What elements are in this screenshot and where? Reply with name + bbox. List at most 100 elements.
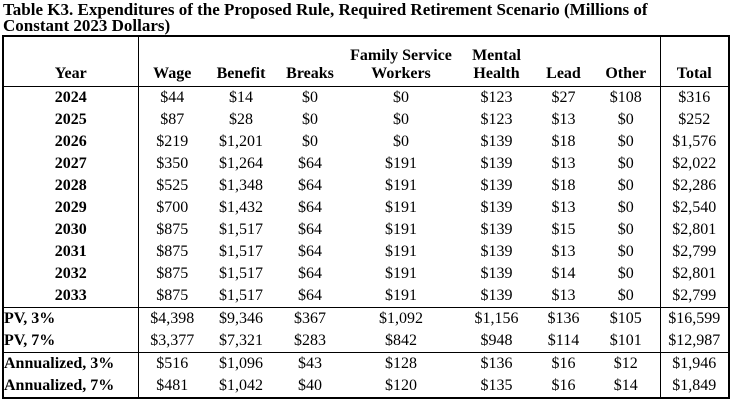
value-cell: $64 <box>298 176 322 194</box>
value-cell: $136 <box>480 354 513 372</box>
table-row: 2024 $44 $14 $0 $0 $123 $27 $108 $316 <box>3 86 729 109</box>
total-value-cell: $1,576 <box>659 130 729 153</box>
total-value-cell: $2,286 <box>659 174 729 197</box>
value-cell: $139 <box>480 198 513 216</box>
value-cell: $44 <box>160 88 185 106</box>
pv-label-cell: PV, 7% <box>3 329 139 352</box>
value-cell: $0 <box>302 110 318 128</box>
value-cell: $0 <box>617 110 634 128</box>
table-row: 2032 $875 $1,517 $64 $191 $139 $14 $0 $2,801 <box>3 262 729 285</box>
table-row: 2031 $875 $1,517 $64 $191 $139 $13 $0 $2,799 <box>3 240 729 263</box>
value-cell: $139 <box>480 176 513 194</box>
value-cell: $18 <box>551 176 576 194</box>
col-header-mental-health: Mental Health <box>472 46 521 82</box>
value-cell: $1,517 <box>219 264 263 282</box>
value-cell: $948 <box>480 331 513 349</box>
total-value-cell: $12,987 <box>659 329 729 352</box>
value-cell: $108 <box>609 88 642 106</box>
value-cell: $123 <box>480 110 513 128</box>
value-cell: $1,517 <box>219 242 263 260</box>
col-header-total: Total <box>659 36 729 86</box>
col-header-family-service-workers: Family Service Workers <box>350 46 452 82</box>
value-cell: $875 <box>156 264 189 282</box>
value-cell: $135 <box>480 376 513 394</box>
value-cell: $1,517 <box>219 220 263 238</box>
value-cell: $0 <box>393 88 409 106</box>
annualized-rows-section: Annualized, 3% $516 $1,096 $43 $128 $136 $16 $1… <box>3 352 729 398</box>
value-cell: $15 <box>551 220 576 238</box>
value-cell: $4,398 <box>150 309 195 327</box>
value-cell: $101 <box>609 331 642 349</box>
value-cell: $0 <box>302 132 318 150</box>
value-cell: $1,092 <box>379 309 423 327</box>
value-cell: $139 <box>480 242 513 260</box>
value-cell: $64 <box>298 286 322 304</box>
value-cell: $842 <box>385 331 417 349</box>
value-cell: $0 <box>617 154 634 172</box>
year-cell: 2033 <box>3 284 139 307</box>
total-value-cell: $2,022 <box>659 152 729 175</box>
value-cell: $87 <box>160 110 185 128</box>
table-row: Annualized, 7% $481 $1,042 $40 $120 $135 $16 $1… <box>3 374 729 398</box>
value-cell: $0 <box>617 132 634 150</box>
value-cell: $18 <box>551 132 576 150</box>
value-cell: $28 <box>229 110 253 128</box>
value-cell: $13 <box>551 154 576 172</box>
table-row: 2033 $875 $1,517 $64 $191 $139 $13 $0 $2,799 <box>3 284 729 307</box>
col-header-benefit: Benefit <box>216 64 266 82</box>
value-cell: $1,264 <box>219 154 263 172</box>
value-cell: $64 <box>298 264 322 282</box>
col-header-lead: Lead <box>546 64 581 82</box>
value-cell: $191 <box>385 154 417 172</box>
total-value-cell: $2,799 <box>659 284 729 307</box>
value-cell: $1,348 <box>219 176 263 194</box>
value-cell: $139 <box>480 132 513 150</box>
total-value-cell: $16,599 <box>659 307 729 330</box>
table-row: 2029 $700 $1,432 $64 $191 $139 $13 $0 $2,540 <box>3 196 729 219</box>
table-header-row: Year Wage Benefit Breaks Family Service … <box>3 36 729 86</box>
value-cell: $191 <box>385 220 417 238</box>
col-header-breaks: Breaks <box>286 64 334 82</box>
value-cell: $27 <box>551 88 576 106</box>
value-cell: $0 <box>617 242 634 260</box>
value-cell: $0 <box>617 176 634 194</box>
value-cell: $14 <box>551 264 576 282</box>
value-cell: $114 <box>547 331 580 349</box>
value-cell: $13 <box>551 110 576 128</box>
value-cell: $14 <box>229 88 253 106</box>
annualized-label-cell: Annualized, 7% <box>3 374 139 398</box>
value-cell: $1,201 <box>219 132 263 150</box>
value-cell: $0 <box>617 198 634 216</box>
total-value-cell: $2,540 <box>659 196 729 219</box>
table-title: Table K3. Expenditures of the Proposed R… <box>3 0 648 35</box>
pv-rows-section: PV, 3% $4,398 $9,346 $367 $1,092 $1,156 $136 $1… <box>3 307 729 352</box>
table-row: 2026 $219 $1,201 $0 $0 $139 $18 $0 $1,576 <box>3 130 729 153</box>
value-cell: $875 <box>156 286 189 304</box>
value-cell: $700 <box>156 198 189 216</box>
value-cell: $0 <box>393 110 409 128</box>
col-header-wage: Wage <box>153 64 192 82</box>
pv-label-cell: PV, 3% <box>3 307 139 330</box>
value-cell: $64 <box>298 154 322 172</box>
value-cell: $367 <box>294 309 326 327</box>
value-cell: $139 <box>480 154 513 172</box>
value-cell: $43 <box>298 354 322 372</box>
value-cell: $191 <box>385 242 417 260</box>
value-cell: $123 <box>480 88 513 106</box>
total-value-cell: $2,799 <box>659 240 729 263</box>
total-value-cell: $1,849 <box>659 374 729 398</box>
value-cell: $0 <box>393 132 409 150</box>
value-cell: $120 <box>385 376 417 394</box>
year-rows-section: 2024 $44 $14 $0 $0 $123 $27 $108 $316 2025 $87 $28 $… <box>3 86 729 307</box>
value-cell: $875 <box>156 220 189 238</box>
value-cell: $350 <box>156 154 189 172</box>
value-cell: $64 <box>298 220 322 238</box>
value-cell: $283 <box>294 331 326 349</box>
table-row: PV, 3% $4,398 $9,346 $367 $1,092 $1,156 $136 $1… <box>3 307 729 330</box>
value-cell: $9,346 <box>219 309 263 327</box>
value-cell: $64 <box>298 242 322 260</box>
year-cell: 2031 <box>3 240 139 263</box>
value-cell: $105 <box>609 309 642 327</box>
value-cell: $0 <box>302 88 318 106</box>
